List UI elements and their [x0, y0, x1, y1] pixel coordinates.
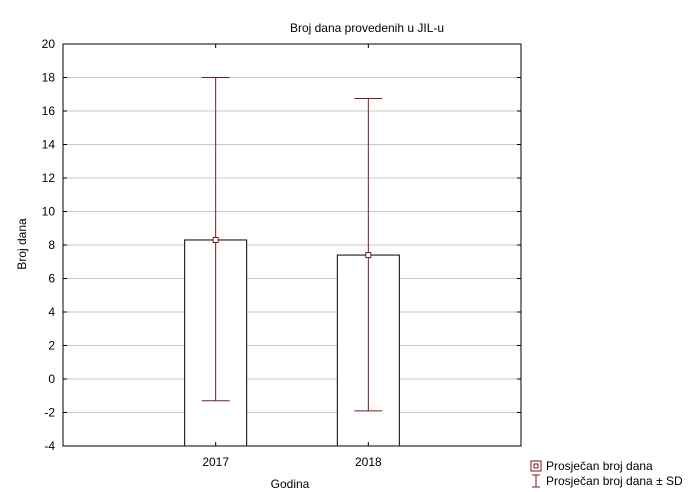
y-tick-label: 2	[48, 339, 55, 353]
legend-mean-marker-icon	[530, 460, 542, 472]
y-tick-label: -4	[44, 439, 55, 453]
legend: Prosječan broj dana Prosječan broj dana …	[530, 459, 683, 488]
y-tick-label: -2	[44, 406, 55, 420]
error-bars	[201, 77, 383, 412]
x-tick-label: 2017	[202, 455, 229, 469]
y-tick-label: 16	[42, 104, 56, 118]
legend-sd-label: Prosječan broj dana ± SD	[546, 474, 683, 488]
x-axis-title: Godina	[271, 477, 310, 491]
y-tick-label: 0	[48, 372, 55, 386]
bars	[184, 239, 400, 447]
legend-mean-label: Prosječan broj dana	[546, 459, 653, 473]
y-tick-label: 6	[48, 272, 55, 286]
mean-marker	[365, 252, 372, 259]
y-tick-label: 20	[42, 37, 56, 51]
y-tick-label: 10	[42, 205, 56, 219]
y-tick-label: 8	[48, 238, 55, 252]
y-tick-label: 14	[42, 138, 56, 152]
chart-title: Broj dana provedenih u JIL-u	[290, 21, 444, 35]
grid	[63, 77, 521, 413]
legend-sd-whisker-icon	[532, 474, 540, 488]
y-tick-label: 18	[42, 71, 56, 85]
y-tick-label: 4	[48, 305, 55, 319]
y-axis-title: Broj dana	[15, 218, 29, 270]
x-axis: 2017 2018	[202, 44, 382, 469]
mean-marker	[212, 236, 219, 243]
y-tick-label: 12	[42, 171, 56, 185]
y-axis: -4 -2 0 2 4 6 8 10 12 14 16 18 20	[42, 37, 521, 453]
x-tick-label: 2018	[355, 455, 382, 469]
